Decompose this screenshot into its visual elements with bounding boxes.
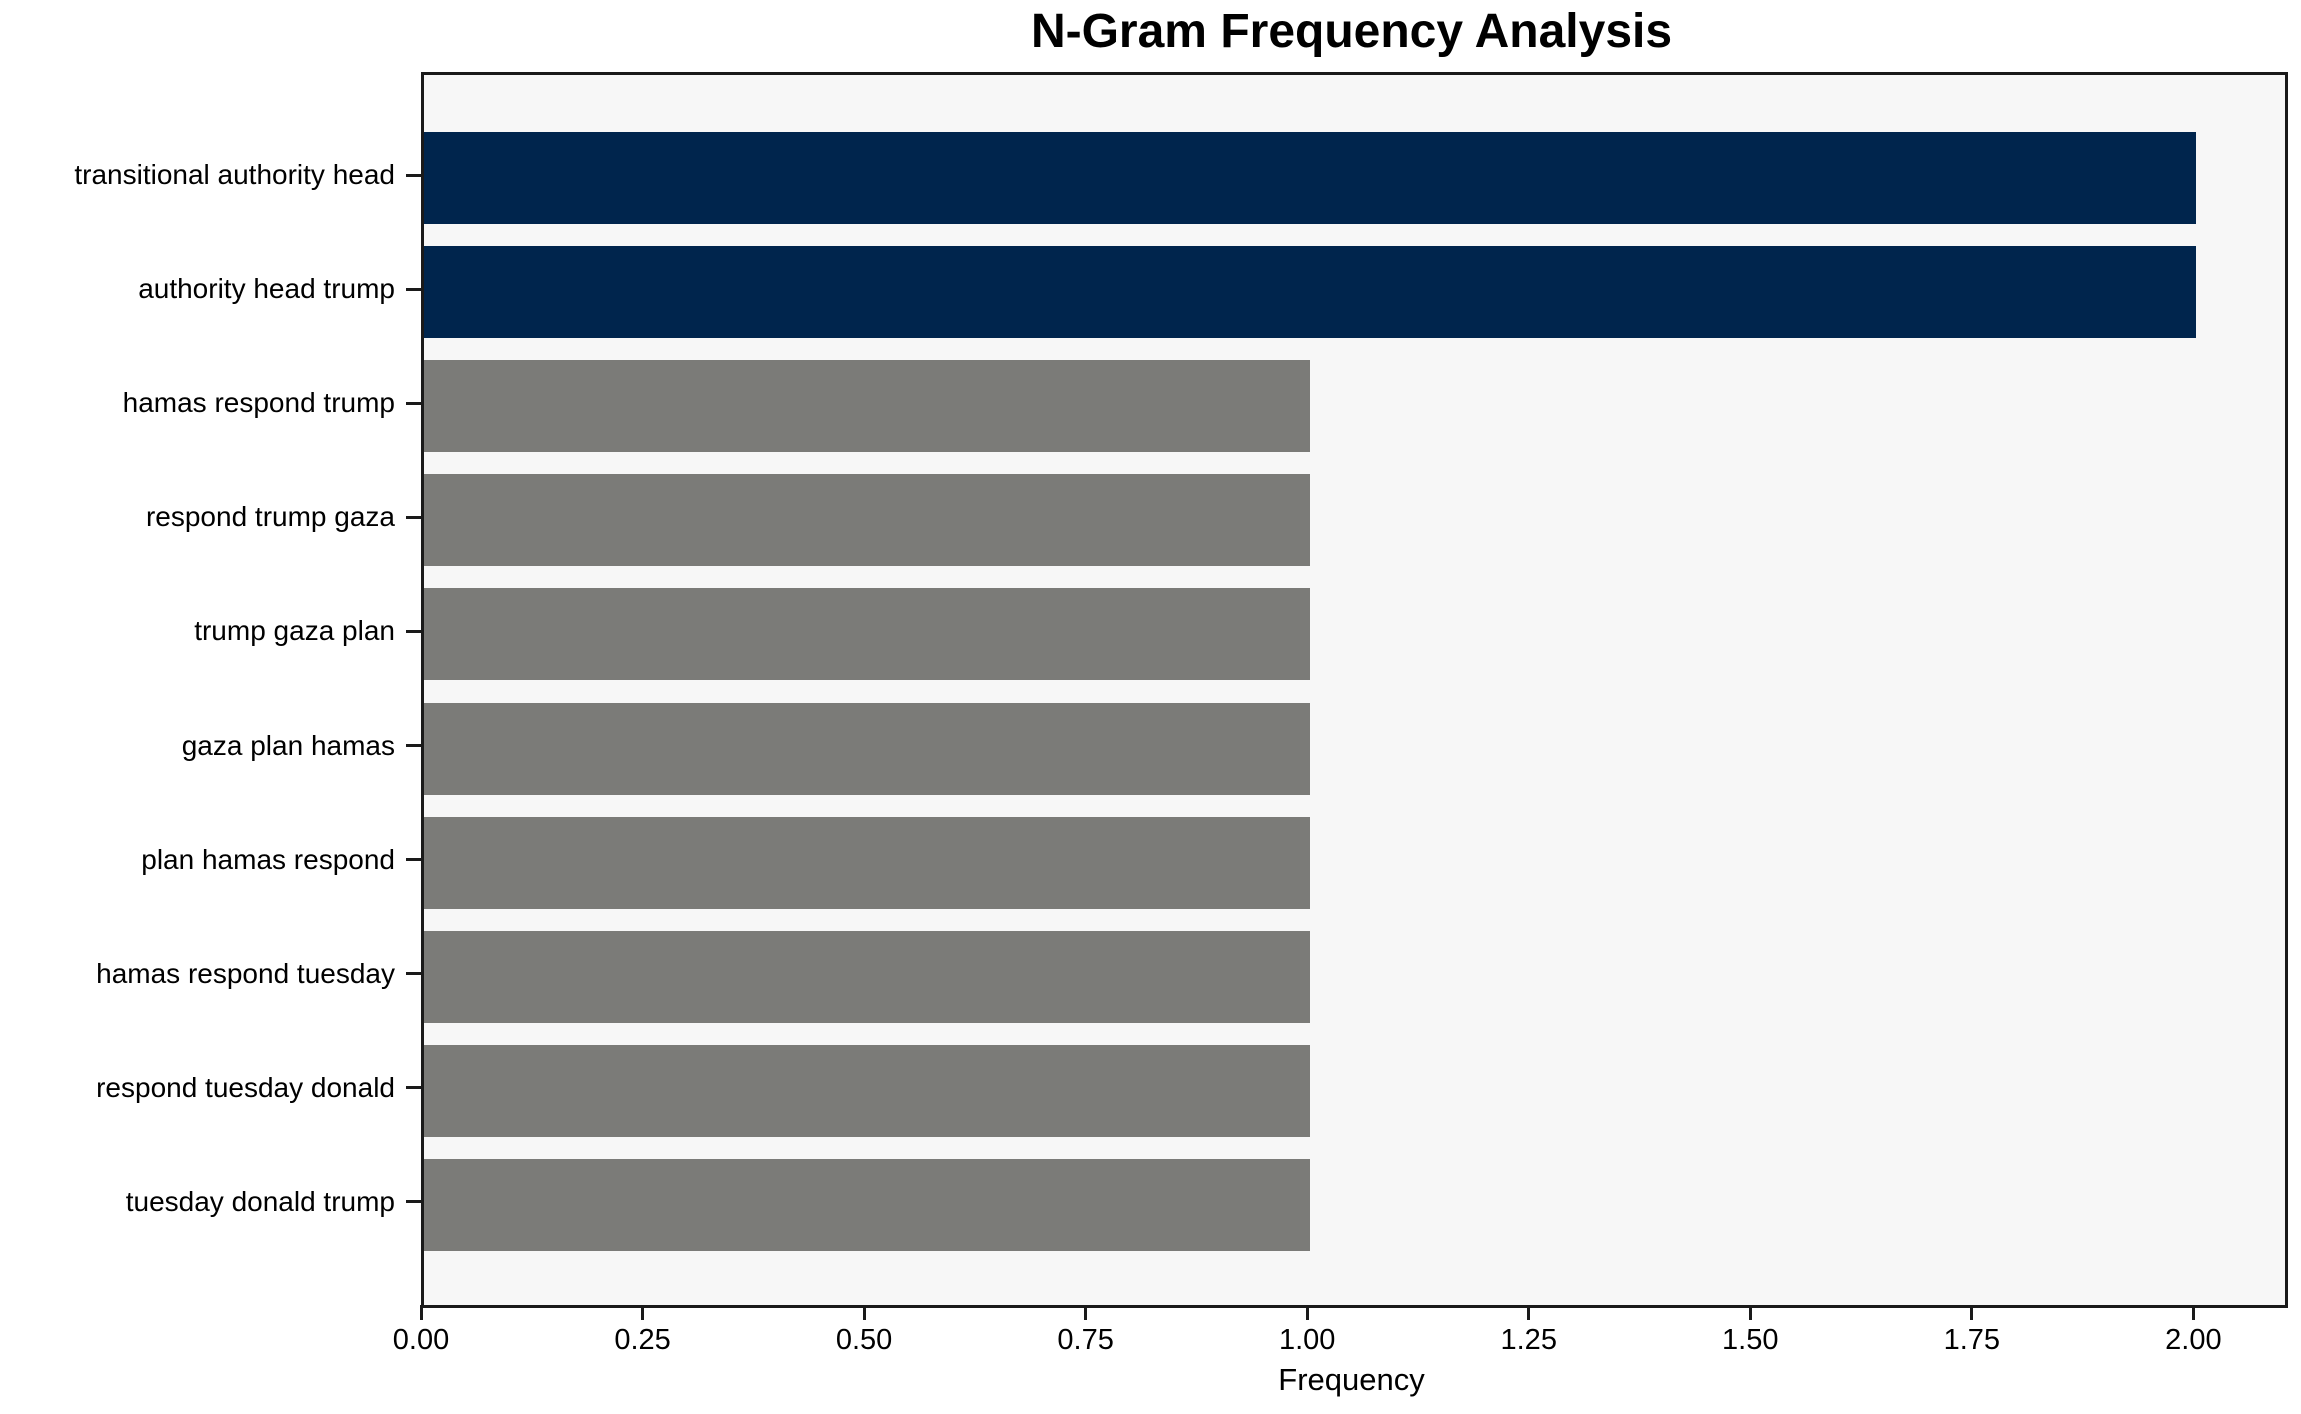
y-tick-label-authority-head-trump: authority head trump <box>138 273 395 305</box>
y-axis-tick <box>406 1200 422 1204</box>
y-tick-label-respond-tuesday-donald: respond tuesday donald <box>96 1071 395 1103</box>
y-tick-label-gaza-plan-hamas: gaza plan hamas <box>181 729 395 761</box>
y-axis-tick <box>406 1086 422 1090</box>
y-tick-label-trump-gaza-plan: trump gaza plan <box>194 615 395 647</box>
y-tick-label-hamas-respond-tuesday: hamas respond tuesday <box>96 957 395 989</box>
y-axis-tick <box>406 744 422 747</box>
y-axis-tick <box>406 629 422 633</box>
x-axis-title: Frequency <box>1278 1362 1425 1397</box>
x-tick-label-1.50: 1.50 <box>1722 1324 1779 1356</box>
y-tick-label-respond-trump-gaza: respond trump gaza <box>145 501 395 533</box>
x-axis-tick <box>1748 1305 1752 1320</box>
x-axis-tick <box>1305 1305 1309 1320</box>
bar-hamas-respond-trump <box>424 360 1311 453</box>
y-axis-tick <box>406 287 422 291</box>
y-axis-tick <box>406 515 422 519</box>
y-axis-tick <box>406 858 422 862</box>
bar-trump-gaza-plan <box>424 588 1311 681</box>
y-tick-label-hamas-respond-trump: hamas respond trump <box>122 387 395 419</box>
x-tick-label-2.00: 2.00 <box>2165 1324 2222 1356</box>
x-axis-tick <box>1970 1305 1974 1320</box>
x-axis-tick <box>419 1305 423 1320</box>
x-axis-tick <box>862 1305 866 1320</box>
chart-title: N-Gram Frequency Analysis <box>1030 5 1673 58</box>
x-tick-label-0.00: 0.00 <box>392 1324 450 1356</box>
x-tick-label-0.50: 0.50 <box>835 1324 893 1356</box>
x-tick-label-1.00: 1.00 <box>1278 1324 1336 1356</box>
y-tick-label-plan-hamas-respond: plan hamas respond <box>141 843 395 875</box>
x-tick-label-0.25: 0.25 <box>614 1324 671 1356</box>
x-axis-tick <box>1084 1305 1088 1320</box>
bar-authority-head-trump <box>424 246 2197 339</box>
x-tick-label-1.25: 1.25 <box>1500 1324 1557 1356</box>
bar-gaza-plan-hamas <box>424 702 1311 795</box>
y-tick-label-transitional-authority-head: transitional authority head <box>74 159 395 190</box>
bar-transitional-authority-head <box>424 132 2197 224</box>
bar-respond-tuesday-donald <box>424 1044 1311 1137</box>
x-axis-tick <box>641 1305 645 1320</box>
bar-hamas-respond-tuesday <box>424 930 1311 1023</box>
plot-area <box>421 72 2288 1308</box>
y-tick-label-tuesday-donald-trump: tuesday donald trump <box>125 1185 395 1217</box>
bar-tuesday-donald-trump <box>424 1158 1311 1251</box>
bar-respond-trump-gaza <box>424 474 1311 567</box>
x-axis-tick <box>1527 1305 1531 1320</box>
x-axis-tick <box>2191 1305 2195 1320</box>
y-axis-tick <box>406 173 422 177</box>
bar-plan-hamas-respond <box>424 816 1311 909</box>
x-tick-label-1.75: 1.75 <box>1943 1324 2001 1356</box>
y-axis-tick <box>406 401 422 405</box>
y-axis-tick <box>406 972 422 976</box>
x-tick-label-0.75: 0.75 <box>1057 1324 1114 1356</box>
